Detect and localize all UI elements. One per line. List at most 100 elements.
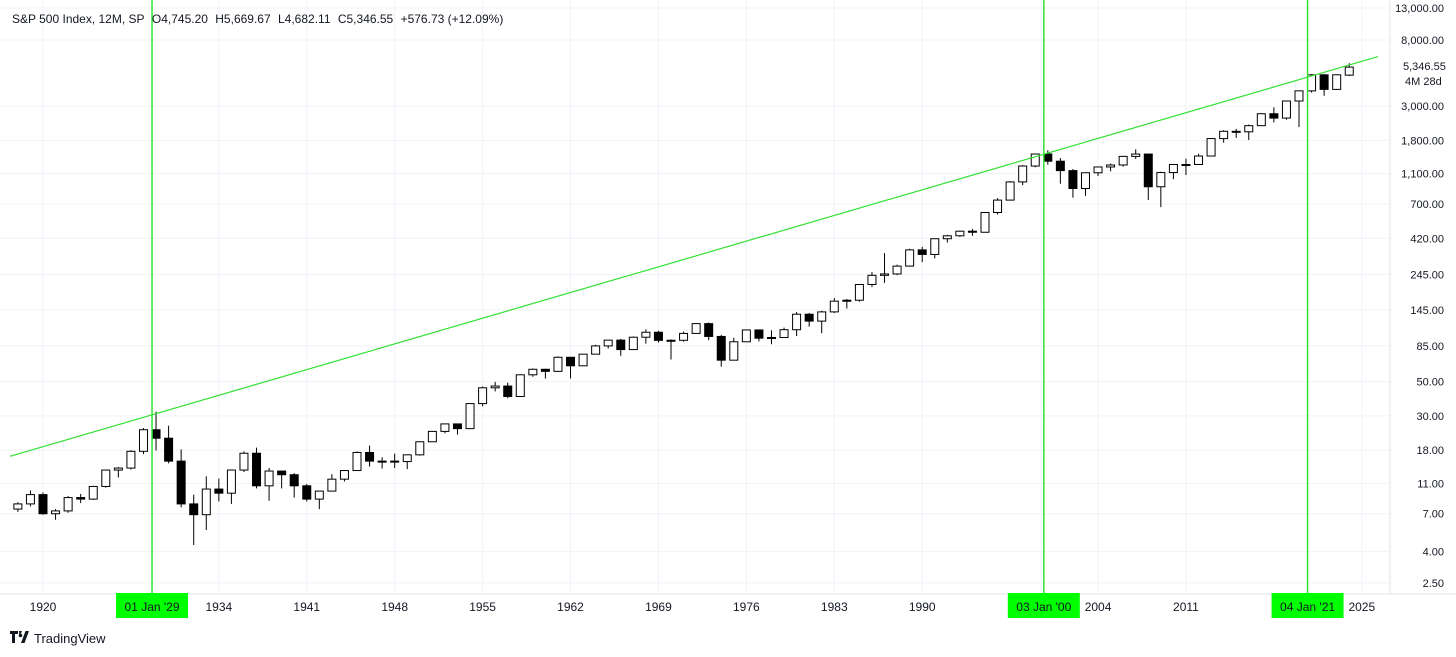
- candle-body: [289, 474, 299, 487]
- x-tick-label: 1969: [645, 600, 672, 614]
- candle-body: [88, 485, 98, 500]
- marker-date-badge: [116, 593, 189, 618]
- y-tick-label: 4.00: [1423, 546, 1444, 558]
- candle-body: [465, 403, 475, 430]
- candle-body: [390, 460, 400, 463]
- trend-line[interactable]: [9, 56, 1379, 457]
- candle-body: [515, 374, 525, 397]
- candle-body: [1030, 153, 1040, 167]
- candle-body: [264, 470, 274, 487]
- candle-body: [1294, 90, 1304, 102]
- candle-body: [1156, 172, 1166, 188]
- candle-body: [704, 323, 714, 337]
- y-tick-label: 30.00: [1416, 411, 1444, 423]
- low-value: L4,682.11: [278, 12, 331, 26]
- marker-date-badge: [1271, 593, 1344, 618]
- candle-body: [113, 467, 123, 471]
- y-tick-label: 18.00: [1416, 445, 1444, 457]
- y-axis: 13,000.00 8,000.00 3,000.00 1,800.00 1,100.0…: [1395, 3, 1444, 590]
- x-tick-label: 1955: [469, 600, 496, 614]
- candle-body: [339, 470, 349, 480]
- y-tick-label: 245.00: [1410, 270, 1444, 282]
- candle-body: [239, 452, 249, 471]
- last-price-label: 5,346.55: [1403, 61, 1446, 73]
- x-tick-label: 1962: [557, 600, 584, 614]
- y-tick-label: 420.00: [1410, 233, 1444, 245]
- drawings[interactable]: [9, 0, 1379, 594]
- candle-body: [365, 451, 375, 462]
- legend-header: S&P 500 Index, 12M, SP O4,745.20 H5,669.…: [12, 12, 507, 26]
- candle-body: [138, 429, 148, 452]
- candle-body: [867, 274, 877, 285]
- symbol-title[interactable]: S&P 500 Index, 12M, SP: [12, 12, 145, 26]
- marker-date-badge: [1007, 593, 1080, 618]
- candle-body: [1231, 130, 1241, 133]
- candle-body: [1018, 165, 1028, 183]
- y-tick-label: 11.00: [1417, 478, 1444, 490]
- candle-body: [1281, 100, 1291, 119]
- tradingview-brand[interactable]: TradingView: [10, 631, 106, 646]
- y-tick-label: 700.00: [1410, 199, 1444, 211]
- candle-body: [1319, 74, 1329, 90]
- candle-body: [13, 503, 23, 510]
- candle-body: [917, 249, 927, 255]
- candle-body: [1118, 155, 1128, 166]
- candle-body: [427, 430, 437, 443]
- candle-body: [402, 454, 412, 463]
- candle-body: [1093, 166, 1103, 174]
- candle-body: [51, 510, 61, 515]
- candle-body: [1143, 153, 1153, 188]
- candle-body: [892, 265, 902, 275]
- candle-body: [327, 478, 337, 492]
- candle-body: [164, 437, 174, 462]
- candle-body: [766, 336, 776, 339]
- candle-body: [754, 329, 764, 339]
- candle-body: [377, 460, 387, 463]
- candle-body: [126, 450, 136, 469]
- candle-body: [452, 423, 462, 430]
- y-tick-label: 145.00: [1410, 305, 1444, 317]
- tradingview-logo-icon: [10, 631, 30, 646]
- candle-body: [101, 469, 111, 487]
- candle-body: [76, 497, 86, 500]
- candle-body: [1332, 74, 1342, 90]
- y-tick-label: 2.50: [1423, 578, 1444, 590]
- candle-body: [540, 368, 550, 372]
- candle-body: [38, 494, 48, 515]
- open-value: O4,745.20: [151, 12, 208, 26]
- close-value: C5,346.55: [337, 12, 394, 26]
- candle-body: [25, 494, 35, 505]
- candle-body: [1068, 170, 1078, 190]
- candle-body: [1131, 153, 1141, 157]
- candle-body: [691, 323, 701, 334]
- candle-body: [930, 238, 940, 255]
- x-tick-label: 2004: [1085, 600, 1112, 614]
- candle-body: [252, 452, 262, 487]
- y-tick-label: 1,100.00: [1401, 168, 1444, 180]
- candle-body: [603, 339, 613, 347]
- candle-body: [63, 497, 73, 512]
- x-axis: 1920 1934 1941 1948 1955 1962 1969 1976 1983 1990…: [30, 600, 1376, 614]
- candle-body: [955, 230, 965, 237]
- candle-body: [792, 313, 802, 331]
- candle-body: [1194, 155, 1204, 165]
- candle-body: [578, 353, 588, 367]
- candle-body: [566, 356, 576, 367]
- x-tick-label: 1990: [909, 600, 936, 614]
- candle-body: [716, 335, 726, 361]
- candle-body: [1168, 163, 1178, 174]
- candle-body: [905, 249, 915, 267]
- candle-body: [201, 488, 211, 516]
- candle-body: [1244, 125, 1254, 133]
- marker-date-label: 03 Jan '00: [1016, 600, 1071, 614]
- y-tick-label: 1,800.00: [1401, 135, 1444, 147]
- candle-body: [628, 336, 638, 351]
- candle-body: [854, 283, 864, 301]
- high-value: H5,669.67: [215, 12, 271, 26]
- candle-body: [478, 387, 488, 405]
- candle-body: [842, 299, 852, 302]
- candle-body: [1055, 160, 1065, 172]
- x-tick-label: 2011: [1173, 600, 1199, 614]
